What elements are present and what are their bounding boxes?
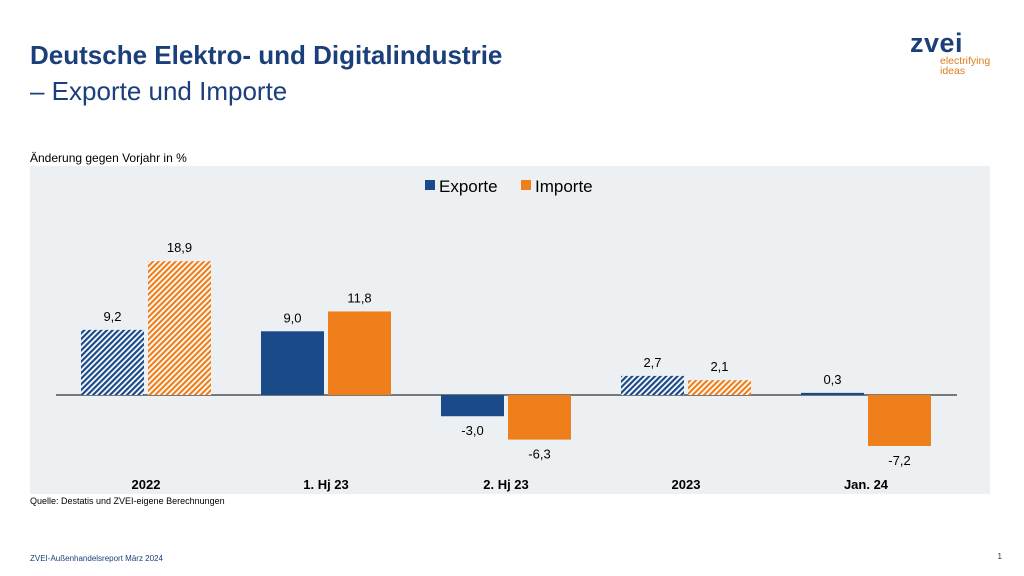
data-label: 2,7 — [643, 355, 661, 370]
footer-text: ZVEI-Außenhandelsreport März 2024 — [30, 554, 163, 563]
source-note: Quelle: Destatis und ZVEI-eigene Berechn… — [30, 496, 225, 506]
data-label: -6,3 — [528, 447, 550, 462]
logo-tagline-2: ideas — [940, 65, 966, 77]
bar-importe-0 — [148, 261, 211, 395]
legend-label-exporte: Exporte — [439, 177, 498, 196]
data-label: 9,0 — [283, 310, 301, 325]
page-subtitle: – Exporte und Importe — [30, 76, 288, 106]
bar-importe-4 — [868, 395, 931, 446]
bar-exporte-4 — [801, 392, 864, 395]
x-tick-label: 2022 — [132, 477, 161, 492]
bar-exporte-0 — [81, 329, 144, 395]
x-tick-label: Jan. 24 — [844, 477, 889, 492]
data-label: -7,2 — [888, 453, 910, 468]
data-label: 2,1 — [710, 359, 728, 374]
x-tick-label: 2. Hj 23 — [483, 477, 529, 492]
data-label: 0,3 — [823, 372, 841, 387]
x-tick-label: 1. Hj 23 — [303, 477, 349, 492]
bar-exporte-3 — [621, 375, 684, 395]
bar-exporte-1 — [261, 331, 324, 395]
logo-wordmark: zvei — [910, 28, 964, 58]
bar-importe-3 — [688, 380, 751, 395]
bar-exporte-2 — [441, 395, 504, 417]
page-title: Deutsche Elektro- und Digitalindustrie — [30, 40, 503, 70]
bar-importe-1 — [328, 311, 391, 395]
data-label: 18,9 — [167, 240, 192, 255]
logo-tagline-1: electrifying — [940, 55, 991, 67]
data-label: -3,0 — [461, 423, 483, 438]
page-number: 1 — [997, 552, 1002, 561]
legend-swatch-importe — [521, 180, 531, 190]
data-label: 9,2 — [103, 309, 121, 324]
zvei-logo: zvei electrifying ideas — [910, 28, 991, 77]
legend-swatch-exporte — [425, 180, 435, 190]
legend-label-importe: Importe — [535, 177, 593, 196]
bar-importe-2 — [508, 395, 571, 440]
x-tick-label: 2023 — [672, 477, 701, 492]
data-label: 11,8 — [347, 290, 371, 305]
y-axis-label: Änderung gegen Vorjahr in % — [30, 151, 187, 165]
